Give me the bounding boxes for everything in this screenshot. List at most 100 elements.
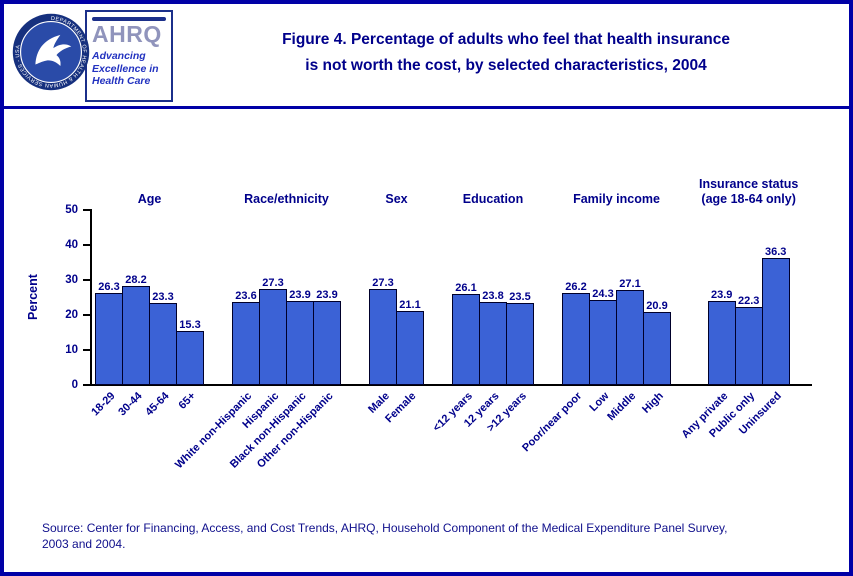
bar: 23.9	[286, 289, 314, 385]
y-tick-mark	[83, 244, 90, 246]
category-labels: Any private Public only Uninsured	[679, 390, 785, 441]
eagle-icon	[35, 34, 72, 67]
bar: 23.9	[707, 289, 736, 385]
bar-value-label: 27.3	[262, 277, 284, 289]
bar-value-label: 23.6	[235, 290, 257, 302]
y-tick-label: 0	[71, 379, 78, 391]
bar: 27.1	[616, 278, 644, 385]
bars-row: 26.1 23.8 23.5	[452, 210, 534, 385]
bar: 23.5	[506, 291, 534, 385]
ahrq-logo-word: AHRQ	[92, 21, 162, 47]
bar: 22.3	[734, 295, 763, 385]
y-tick-label: 20	[65, 309, 78, 321]
bar-value-label: 36.3	[764, 246, 787, 258]
y-tick-mark	[83, 384, 90, 386]
y-tick-label: 50	[65, 204, 78, 216]
y-tick-mark	[83, 314, 90, 316]
header-rule	[4, 106, 849, 109]
bar-chart: Percent 0 10 20 30 40 50 Age 26.3 28.2 23.3 15.3 1…	[26, 177, 849, 500]
header: DEPARTMENT OF HEALTH & HUMAN SERVICES - …	[4, 4, 849, 106]
y-tick-mark	[83, 349, 90, 351]
bar: 27.3	[369, 277, 397, 385]
bar-value-label: 23.9	[710, 289, 733, 301]
chart-group: Family income 26.2 24.3 27.1 20.9 Poor/near p…	[520, 192, 671, 500]
category-labels: Poor/near poor Low Middle High	[520, 390, 666, 455]
y-tick-label: 30	[65, 274, 78, 286]
y-axis-title: Percent	[26, 274, 40, 320]
category-labels: Male Female	[365, 390, 419, 426]
y-tick-label: 10	[65, 344, 78, 356]
y-tick-label: 40	[65, 239, 78, 251]
bar: 28.2	[122, 274, 150, 385]
bar: 15.3	[176, 319, 204, 385]
ahrq-tagline-line3: Health Care	[92, 75, 151, 87]
bars-row: 23.9 22.3 36.3	[707, 210, 790, 385]
category-labels: White non-Hispanic Hispanic Black non-Hisp…	[173, 390, 336, 472]
chart-group: Race/ethnicity 23.6 27.3 23.9 23.9 White non-…	[173, 192, 341, 500]
group-label: Education	[462, 192, 524, 206]
chart-group: Sex 27.3 21.1 Male Female	[365, 192, 424, 500]
group-label: Sex	[385, 192, 408, 206]
bar-value-label: 24.3	[592, 288, 614, 300]
bar-value-label: 20.9	[646, 300, 668, 312]
bar-value-label: 26.1	[455, 282, 477, 294]
bar: 36.3	[761, 246, 790, 385]
bar: 21.1	[396, 299, 424, 385]
bar-value-label: 27.3	[372, 277, 394, 289]
group-label: Race/ethnicity	[244, 192, 329, 206]
bar: 26.3	[95, 281, 123, 385]
bar: 23.6	[232, 290, 260, 385]
bar: 26.1	[452, 282, 480, 385]
bar-value-label: 28.2	[125, 274, 147, 286]
figure-title-line2: is not worth the cost, by selected chara…	[305, 57, 707, 74]
y-tick-mark	[83, 279, 90, 281]
bar-value-label: 23.8	[482, 290, 504, 302]
bar-value-label: 27.1	[619, 278, 641, 290]
logo-area: DEPARTMENT OF HEALTH & HUMAN SERVICES - …	[12, 10, 173, 106]
bar: 23.3	[149, 291, 177, 385]
bar-value-label: 26.2	[565, 281, 587, 293]
bar: 23.8	[479, 290, 507, 385]
bar-value-label: 21.1	[399, 299, 421, 311]
plot-area: 0 10 20 30 40 50 Age 26.3 28.2 23.3 15.3 18-29 30-4…	[65, 177, 813, 500]
chart-group: Age 26.3 28.2 23.3 15.3 18-29 30-44 45-64 65+	[89, 192, 204, 500]
figure-title: Figure 4. Percentage of adults who feel …	[173, 10, 839, 106]
hhs-seal-logo: DEPARTMENT OF HEALTH & HUMAN SERVICES - …	[12, 13, 90, 91]
source-note: Source: Center for Financing, Access, an…	[42, 520, 849, 552]
bars-row: 26.3 28.2 23.3 15.3	[95, 210, 204, 385]
bar: 23.9	[313, 289, 341, 385]
ahrq-logo: AHRQ Advancing Excellence in Health Care	[85, 10, 173, 102]
bar-groups: Age 26.3 28.2 23.3 15.3 18-29 30-44 45-64 65+ Rac…	[89, 177, 812, 500]
y-axis-line	[90, 209, 92, 385]
bars-row: 27.3 21.1	[369, 210, 424, 385]
bar: 27.3	[259, 277, 287, 385]
group-label: Family income	[573, 192, 660, 206]
ahrq-tagline-line1: Advancing	[92, 50, 146, 62]
bars-row: 23.6 27.3 23.9 23.9	[232, 210, 341, 385]
chart-group: Education 26.1 23.8 23.5 <12 years 12 years >1…	[430, 192, 534, 500]
bar-value-label: 23.9	[289, 289, 311, 301]
bars-row: 26.2 24.3 27.1 20.9	[562, 210, 671, 385]
bar-value-label: 23.5	[509, 291, 531, 303]
bar: 24.3	[589, 288, 617, 385]
x-axis-line	[90, 384, 813, 386]
bar-value-label: 22.3	[737, 295, 760, 307]
figure-title-line1: Figure 4. Percentage of adults who feel …	[282, 31, 730, 48]
source-note-line1: Source: Center for Financing, Access, an…	[42, 521, 728, 535]
bar: 20.9	[643, 300, 671, 385]
ahrq-tagline: Advancing Excellence in Health Care	[92, 50, 166, 88]
source-note-line2: 2003 and 2004.	[42, 537, 126, 551]
bar-value-label: 23.3	[152, 291, 174, 303]
bar: 26.2	[562, 281, 590, 385]
chart-group: Insurance status (age 18-64 only) 23.9 22.3…	[679, 177, 799, 500]
category-labels: 18-29 30-44 45-64 65+	[89, 390, 199, 419]
bar-value-label: 26.3	[98, 281, 120, 293]
ahrq-logo-bar	[92, 17, 166, 21]
bar-value-label: 15.3	[179, 319, 201, 331]
ahrq-tagline-line2: Excellence in	[92, 62, 159, 75]
group-label: Age	[137, 192, 162, 206]
y-tick-mark	[83, 209, 90, 211]
bar-value-label: 23.9	[316, 289, 338, 301]
group-label: Insurance status (age 18-64 only)	[699, 177, 799, 206]
